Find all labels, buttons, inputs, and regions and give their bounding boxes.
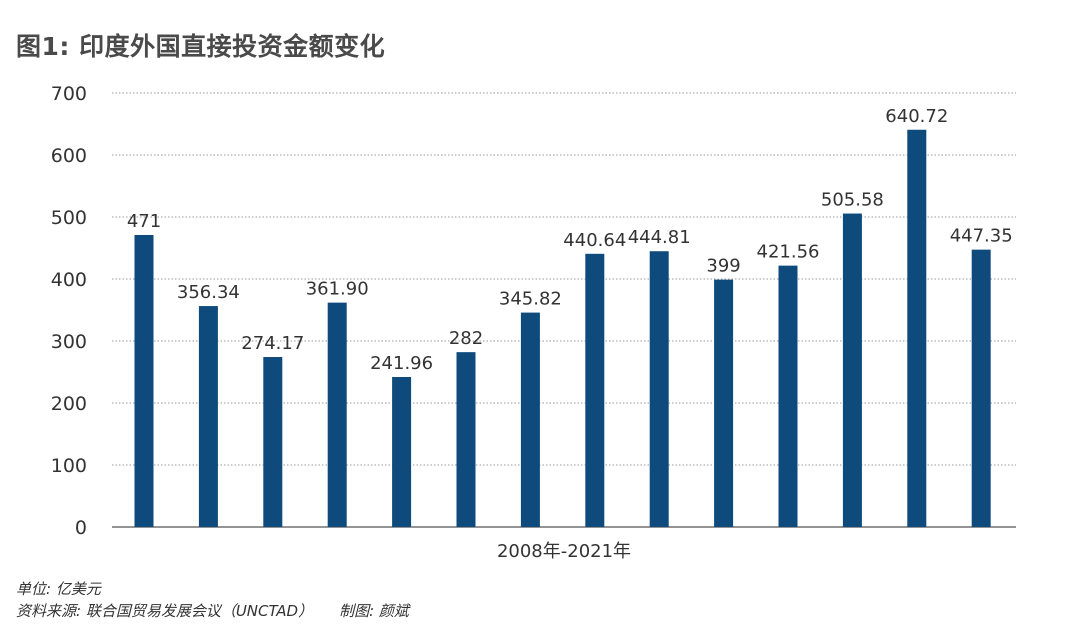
data-label: 274.17 [241, 333, 304, 354]
bar [198, 306, 218, 527]
data-label: 447.35 [950, 226, 1013, 247]
unit-note: 单位: 亿美元 [16, 580, 101, 598]
y-tick-label: 200 [51, 393, 87, 415]
bar [842, 213, 862, 527]
y-tick-label: 600 [51, 145, 87, 167]
chart-title: 图1: 印度外国直接投资金额变化 [16, 32, 386, 61]
source-line: 资料来源: 联合国贸易发展会议（UNCTAD） 制图: 颜斌 [16, 600, 409, 621]
bar [456, 352, 476, 527]
bar-chart: 0 100 200 300 400 500 600 700 471 356.34 274.17 361… [51, 83, 1016, 562]
data-label: 345.82 [499, 289, 562, 310]
y-tick-label: 400 [51, 269, 87, 291]
data-label: 399 [706, 256, 740, 277]
y-tick-label: 100 [51, 455, 87, 477]
data-label: 356.34 [177, 282, 240, 303]
bar [649, 251, 669, 527]
credit-note: 制图: 颜斌 [339, 602, 409, 620]
x-axis-label: 2008年-2021年 [497, 541, 631, 562]
data-label: 282 [449, 328, 483, 349]
data-label: 505.58 [821, 190, 884, 211]
data-label: 421.56 [757, 242, 820, 263]
data-label: 361.90 [306, 279, 369, 300]
bar [520, 312, 540, 527]
data-label: 440.64 [563, 230, 626, 251]
bar [327, 302, 347, 527]
y-tick-label: 300 [51, 331, 87, 353]
y-tick-label: 700 [51, 83, 87, 105]
data-label: 241.96 [370, 353, 433, 374]
data-label: 640.72 [885, 106, 948, 127]
y-tick-label: 0 [75, 517, 87, 539]
bar [585, 253, 605, 527]
bar [778, 265, 798, 527]
bar [392, 376, 412, 527]
bar [263, 357, 283, 527]
data-label: 444.81 [628, 227, 691, 248]
source-note: 资料来源: 联合国贸易发展会议（UNCTAD） [16, 602, 314, 620]
y-tick-label: 500 [51, 207, 87, 229]
bar [714, 279, 734, 527]
data-label: 471 [127, 211, 161, 232]
bar [971, 249, 991, 527]
bar [907, 129, 927, 527]
bar [134, 234, 154, 528]
